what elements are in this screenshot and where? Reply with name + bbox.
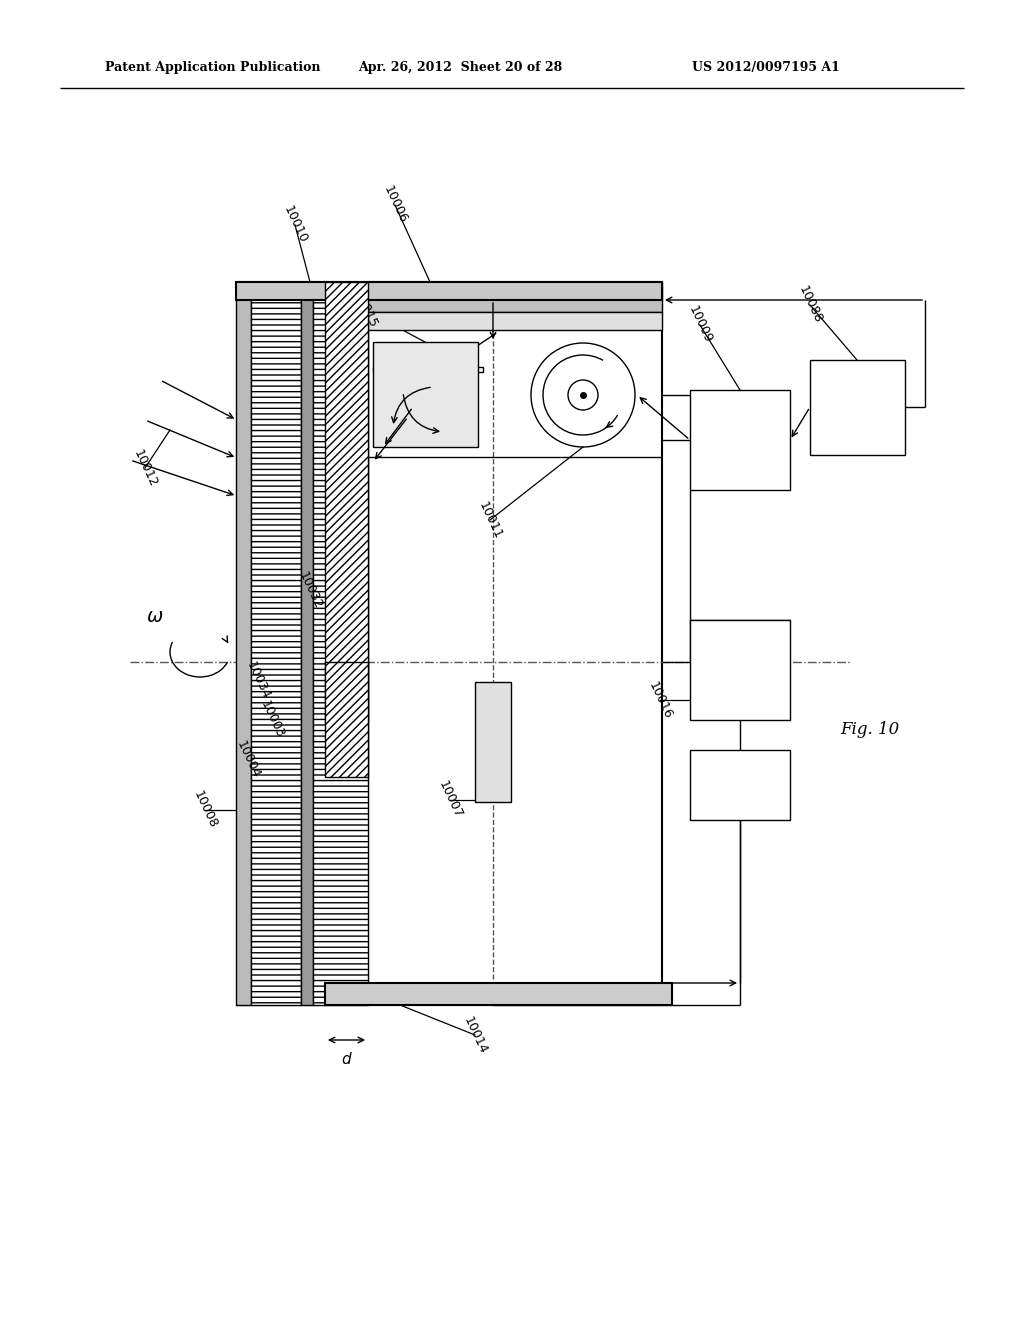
Text: 10003: 10003: [258, 700, 287, 741]
Bar: [325, 663, 368, 777]
Text: Apr. 26, 2012  Sheet 20 of 28: Apr. 26, 2012 Sheet 20 of 28: [357, 62, 562, 74]
Bar: [325, 282, 368, 722]
Text: 10011: 10011: [476, 499, 504, 541]
Bar: [236, 282, 662, 300]
Text: 10034: 10034: [244, 659, 272, 701]
Text: 10032: 10032: [296, 569, 325, 611]
Text: 10010: 10010: [281, 205, 309, 246]
Bar: [690, 389, 790, 490]
Bar: [810, 360, 905, 455]
Text: Patent Application Publication: Patent Application Publication: [105, 62, 321, 74]
Bar: [313, 282, 368, 1005]
Bar: [301, 282, 313, 1005]
Text: 10016: 10016: [646, 680, 674, 721]
Text: 10008: 10008: [190, 789, 219, 830]
Text: 10088: 10088: [796, 284, 824, 326]
Bar: [475, 682, 511, 803]
Bar: [325, 983, 672, 1005]
Text: Fig. 10: Fig. 10: [841, 722, 900, 738]
Text: 10012: 10012: [131, 447, 160, 488]
Bar: [373, 367, 483, 372]
Text: 10014: 10014: [461, 1014, 489, 1056]
Bar: [690, 620, 790, 719]
Bar: [368, 312, 662, 330]
Text: d: d: [341, 1052, 351, 1068]
Text: US 2012/0097195 A1: US 2012/0097195 A1: [692, 62, 840, 74]
Bar: [236, 282, 251, 1005]
Text: 10007: 10007: [435, 779, 464, 821]
Text: 10004: 10004: [233, 739, 262, 780]
Text: $\omega$: $\omega$: [146, 607, 164, 627]
Bar: [251, 282, 301, 1005]
Text: 10009: 10009: [686, 304, 715, 346]
Text: 10006: 10006: [381, 185, 410, 226]
Bar: [690, 750, 790, 820]
Bar: [373, 342, 478, 447]
Bar: [368, 282, 662, 312]
Text: 10015: 10015: [350, 289, 379, 331]
